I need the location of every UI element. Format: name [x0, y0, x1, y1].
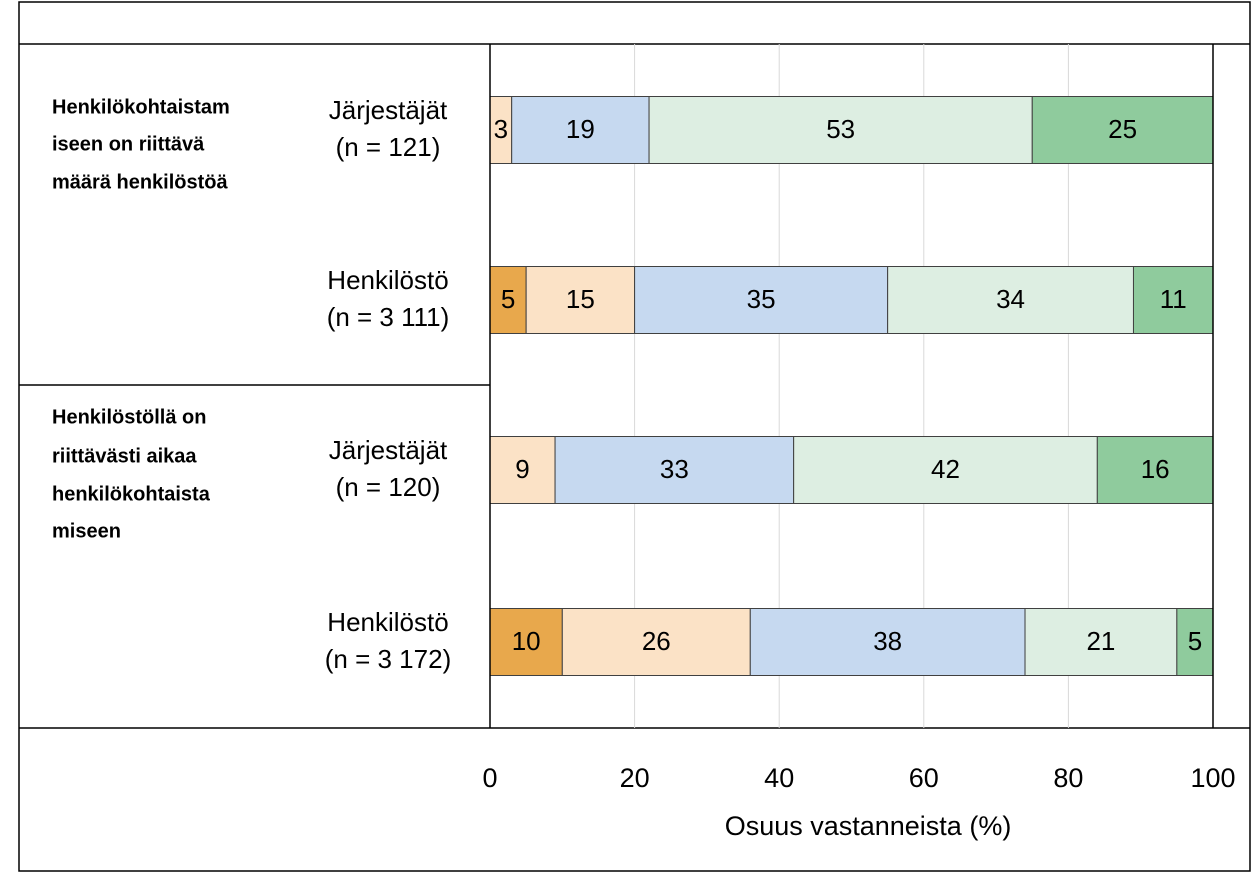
data-label: 34	[996, 284, 1025, 314]
bar-segment	[1132, 266, 1214, 334]
group-label: miseen	[52, 520, 121, 542]
group-label: määrä henkilöstöä	[52, 171, 229, 193]
group-label: henkilökohtaista	[52, 483, 211, 505]
bar-segment	[511, 96, 650, 164]
data-label: 3	[494, 114, 508, 144]
x-tick-label: 60	[909, 763, 939, 793]
data-label: 10	[512, 626, 541, 656]
data-label: 33	[660, 454, 689, 484]
y-tick-label: (n = 120)	[336, 472, 441, 502]
bar-segment	[525, 266, 636, 334]
bar-segment	[489, 266, 527, 334]
y-tick-label: Järjestäjät	[329, 435, 448, 465]
frame	[18, 1, 1251, 872]
bar-segment	[887, 266, 1134, 334]
data-label: 9	[515, 454, 529, 484]
x-tick-label: 100	[1190, 763, 1235, 793]
group-label: Henkilöstöllä on	[52, 406, 206, 428]
data-label: 53	[826, 114, 855, 144]
data-label: 19	[566, 114, 595, 144]
data-label: 35	[747, 284, 776, 314]
bar-segment	[1031, 96, 1214, 164]
x-tick-label: 0	[482, 763, 497, 793]
data-label: 25	[1108, 114, 1137, 144]
bar-segment	[648, 96, 1033, 164]
bar-segment	[1096, 436, 1214, 504]
data-label: 38	[873, 626, 902, 656]
x-tick-label: 80	[1053, 763, 1083, 793]
bar-segment	[1024, 608, 1178, 676]
bar-segment	[554, 436, 795, 504]
x-tick-label: 20	[620, 763, 650, 793]
y-tick-label: Järjestäjät	[329, 95, 448, 125]
y-tick-label: Henkilöstö	[327, 265, 448, 295]
group-label: iseen on riittävä	[52, 133, 205, 155]
data-label: 16	[1141, 454, 1170, 484]
bar-segment	[1176, 608, 1214, 676]
x-tick-label: 40	[764, 763, 794, 793]
data-label: 15	[566, 284, 595, 314]
group-label: Henkilökohtaistam	[52, 96, 230, 118]
x-axis-title: Osuus vastanneista (%)	[725, 811, 1012, 841]
data-label: 21	[1086, 626, 1115, 656]
data-label: 26	[642, 626, 671, 656]
data-label: 5	[1188, 626, 1202, 656]
y-tick-label: (n = 3 172)	[325, 644, 451, 674]
y-tick-label: (n = 3 111)	[327, 302, 450, 332]
y-tick-label: (n = 121)	[336, 132, 441, 162]
data-label: 42	[931, 454, 960, 484]
data-label: 11	[1160, 284, 1187, 314]
y-tick-label: Henkilöstö	[327, 607, 448, 637]
data-label: 5	[501, 284, 515, 314]
group-label: riittävästi aikaa	[52, 445, 197, 467]
bar-segment	[634, 266, 889, 334]
bar-segment	[489, 436, 556, 504]
bar-segment	[489, 608, 563, 676]
bar-segment	[561, 608, 751, 676]
bar-segment	[749, 608, 1026, 676]
